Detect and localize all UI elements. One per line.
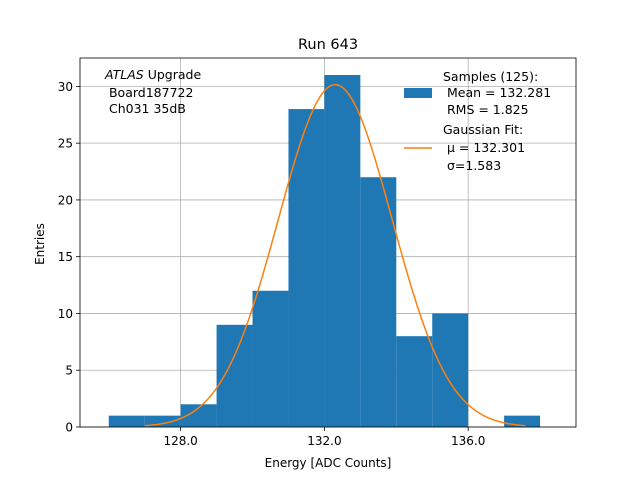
histogram-bar	[504, 415, 541, 427]
legend-fit-line-2: μ = 132.301	[443, 140, 525, 155]
histogram-bar	[108, 415, 145, 427]
annotation-board: Board187722	[105, 85, 193, 100]
x-axis-ticks: 128.0 132.0 136.0	[163, 427, 485, 448]
histogram-bar	[216, 324, 253, 427]
annotation-channel: Ch031 35dB	[105, 101, 186, 116]
x-tick-label: 136.0	[451, 434, 485, 448]
y-axis-label: Entries	[33, 223, 47, 265]
y-tick-label: 20	[58, 193, 73, 207]
histogram-bars	[108, 75, 541, 428]
annotation-atlas: ATLAS	[104, 67, 144, 82]
legend-fit-line-1: Gaussian Fit:	[443, 122, 523, 137]
legend-samples-line-1: Samples (125):	[443, 69, 538, 84]
x-tick-label: 128.0	[163, 434, 197, 448]
y-tick-label: 5	[65, 364, 73, 378]
y-tick-label: 0	[65, 421, 73, 435]
legend-samples-line-3: RMS = 1.825	[443, 102, 529, 117]
histogram-bar	[324, 75, 361, 428]
histogram-bar	[288, 109, 325, 427]
gaussian-fit-curve	[144, 83, 526, 427]
legend: Samples (125): Mean = 132.281 RMS = 1.82…	[404, 69, 551, 173]
histogram-bar	[360, 177, 397, 427]
histogram-bar	[432, 313, 469, 427]
annotation-line-1: ATLAS Upgrade	[104, 67, 201, 82]
axes-frame	[79, 57, 577, 428]
y-tick-label: 10	[58, 307, 73, 321]
legend-fit-line-3: σ=1.583	[443, 158, 501, 173]
y-tick-label: 25	[58, 137, 73, 151]
chart-title: Run 643	[298, 37, 358, 53]
legend-samples-swatch	[404, 88, 432, 98]
histogram-bar	[144, 415, 181, 427]
atlas-annotation: ATLAS Upgrade Board187722 Ch031 35dB	[104, 67, 201, 116]
histogram-bar	[396, 336, 433, 427]
annotation-upgrade: Upgrade	[144, 67, 202, 82]
y-tick-label: 15	[58, 250, 73, 264]
histogram-bar	[180, 404, 217, 427]
legend-samples-line-2: Mean = 132.281	[443, 85, 551, 100]
histogram-bar	[252, 290, 289, 427]
x-axis-label: Energy [ADC Counts]	[265, 456, 392, 470]
x-tick-label: 132.0	[307, 434, 341, 448]
y-tick-label: 30	[58, 80, 73, 94]
y-axis-ticks: 0 5 10 15 20 25 30	[58, 80, 80, 435]
